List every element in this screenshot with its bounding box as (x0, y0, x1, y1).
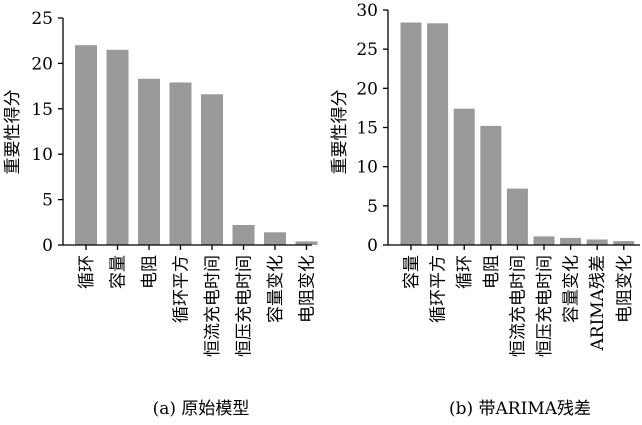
y-tick-label-a: 15 (31, 100, 53, 120)
x-tick-label-a-6: 恒压充电时间 (235, 255, 255, 357)
y-tick-label-a: 10 (31, 145, 53, 165)
x-tick-label-a-5: 恒流充电时间 (203, 255, 223, 357)
x-tick-label-b-5: 恒流充电时间 (508, 255, 528, 357)
x-tick-label-a-2: 容量 (109, 255, 129, 289)
y-tick-label-a: 25 (31, 9, 53, 29)
y-tick-label-a: 0 (42, 236, 53, 256)
bar-b-2 (427, 23, 449, 245)
y-tick-label-b: 5 (367, 197, 378, 217)
y-tick-label-b: 20 (356, 79, 378, 99)
x-tick-label-b-4: 电阻 (482, 255, 502, 289)
x-tick-label-a-8: 电阻变化 (298, 255, 318, 323)
y-tick-label-b: 0 (367, 236, 378, 256)
bar-b-9 (613, 241, 635, 245)
chart-panel-a: 重要性得分 (a) 原始模型 0 5 10 15 20 25 循环 容量 电阻 循环平方 恒流充电时… (3, 9, 318, 419)
bar-a-7 (264, 232, 286, 245)
y-tick-label-b: 15 (356, 119, 378, 139)
bar-b-6 (533, 236, 555, 245)
bar-a-2 (106, 49, 129, 245)
y-tick-label-a: 20 (31, 54, 53, 74)
bar-a-5 (201, 94, 223, 245)
y-tick-label-b: 30 (356, 1, 378, 21)
bar-b-8 (586, 239, 608, 245)
x-tick-label-b-9: 电阻变化 (615, 255, 635, 323)
bar-a-4 (169, 82, 192, 245)
bar-b-1 (400, 22, 422, 245)
y-tick-label-a: 5 (42, 191, 53, 211)
x-tick-label-b-7: 容量变化 (562, 255, 582, 323)
chart-b-ylabel: 重要性得分 (330, 90, 350, 175)
bar-b-7 (560, 237, 582, 245)
x-tick-label-b-6: 恒压充电时间 (535, 255, 555, 357)
chart-b-caption: (b) 带ARIMA残差 (449, 399, 591, 419)
chart-a-ylabel: 重要性得分 (3, 90, 23, 175)
x-tick-label-a-7: 容量变化 (266, 255, 286, 323)
chart-a-caption: (a) 原始模型 (153, 399, 250, 419)
bar-a-1 (75, 45, 97, 246)
x-tick-label-b-8: ARIMA残差 (588, 255, 608, 351)
y-tick-label-b: 25 (356, 40, 378, 60)
bar-a-6 (232, 225, 255, 245)
x-tick-label-b-2: 循环平方 (429, 255, 449, 323)
bar-a-3 (138, 78, 160, 245)
bar-a-8 (295, 241, 318, 245)
x-tick-label-a-4: 循环平方 (172, 255, 192, 323)
y-tick-label-b: 10 (356, 158, 378, 178)
bar-b-4 (480, 125, 502, 245)
bar-b-3 (453, 108, 475, 245)
x-tick-label-b-1: 容量 (402, 255, 422, 289)
x-tick-label-a-1: 循环 (77, 255, 97, 289)
bar-b-5 (506, 188, 528, 245)
x-tick-label-b-3: 循环 (455, 255, 475, 289)
chart-panel-b: 重要性得分 (b) 带ARIMA残差 051015202530容量 循环平方 循环电… (330, 1, 640, 419)
x-tick-label-a-3: 电阻 (140, 255, 160, 289)
